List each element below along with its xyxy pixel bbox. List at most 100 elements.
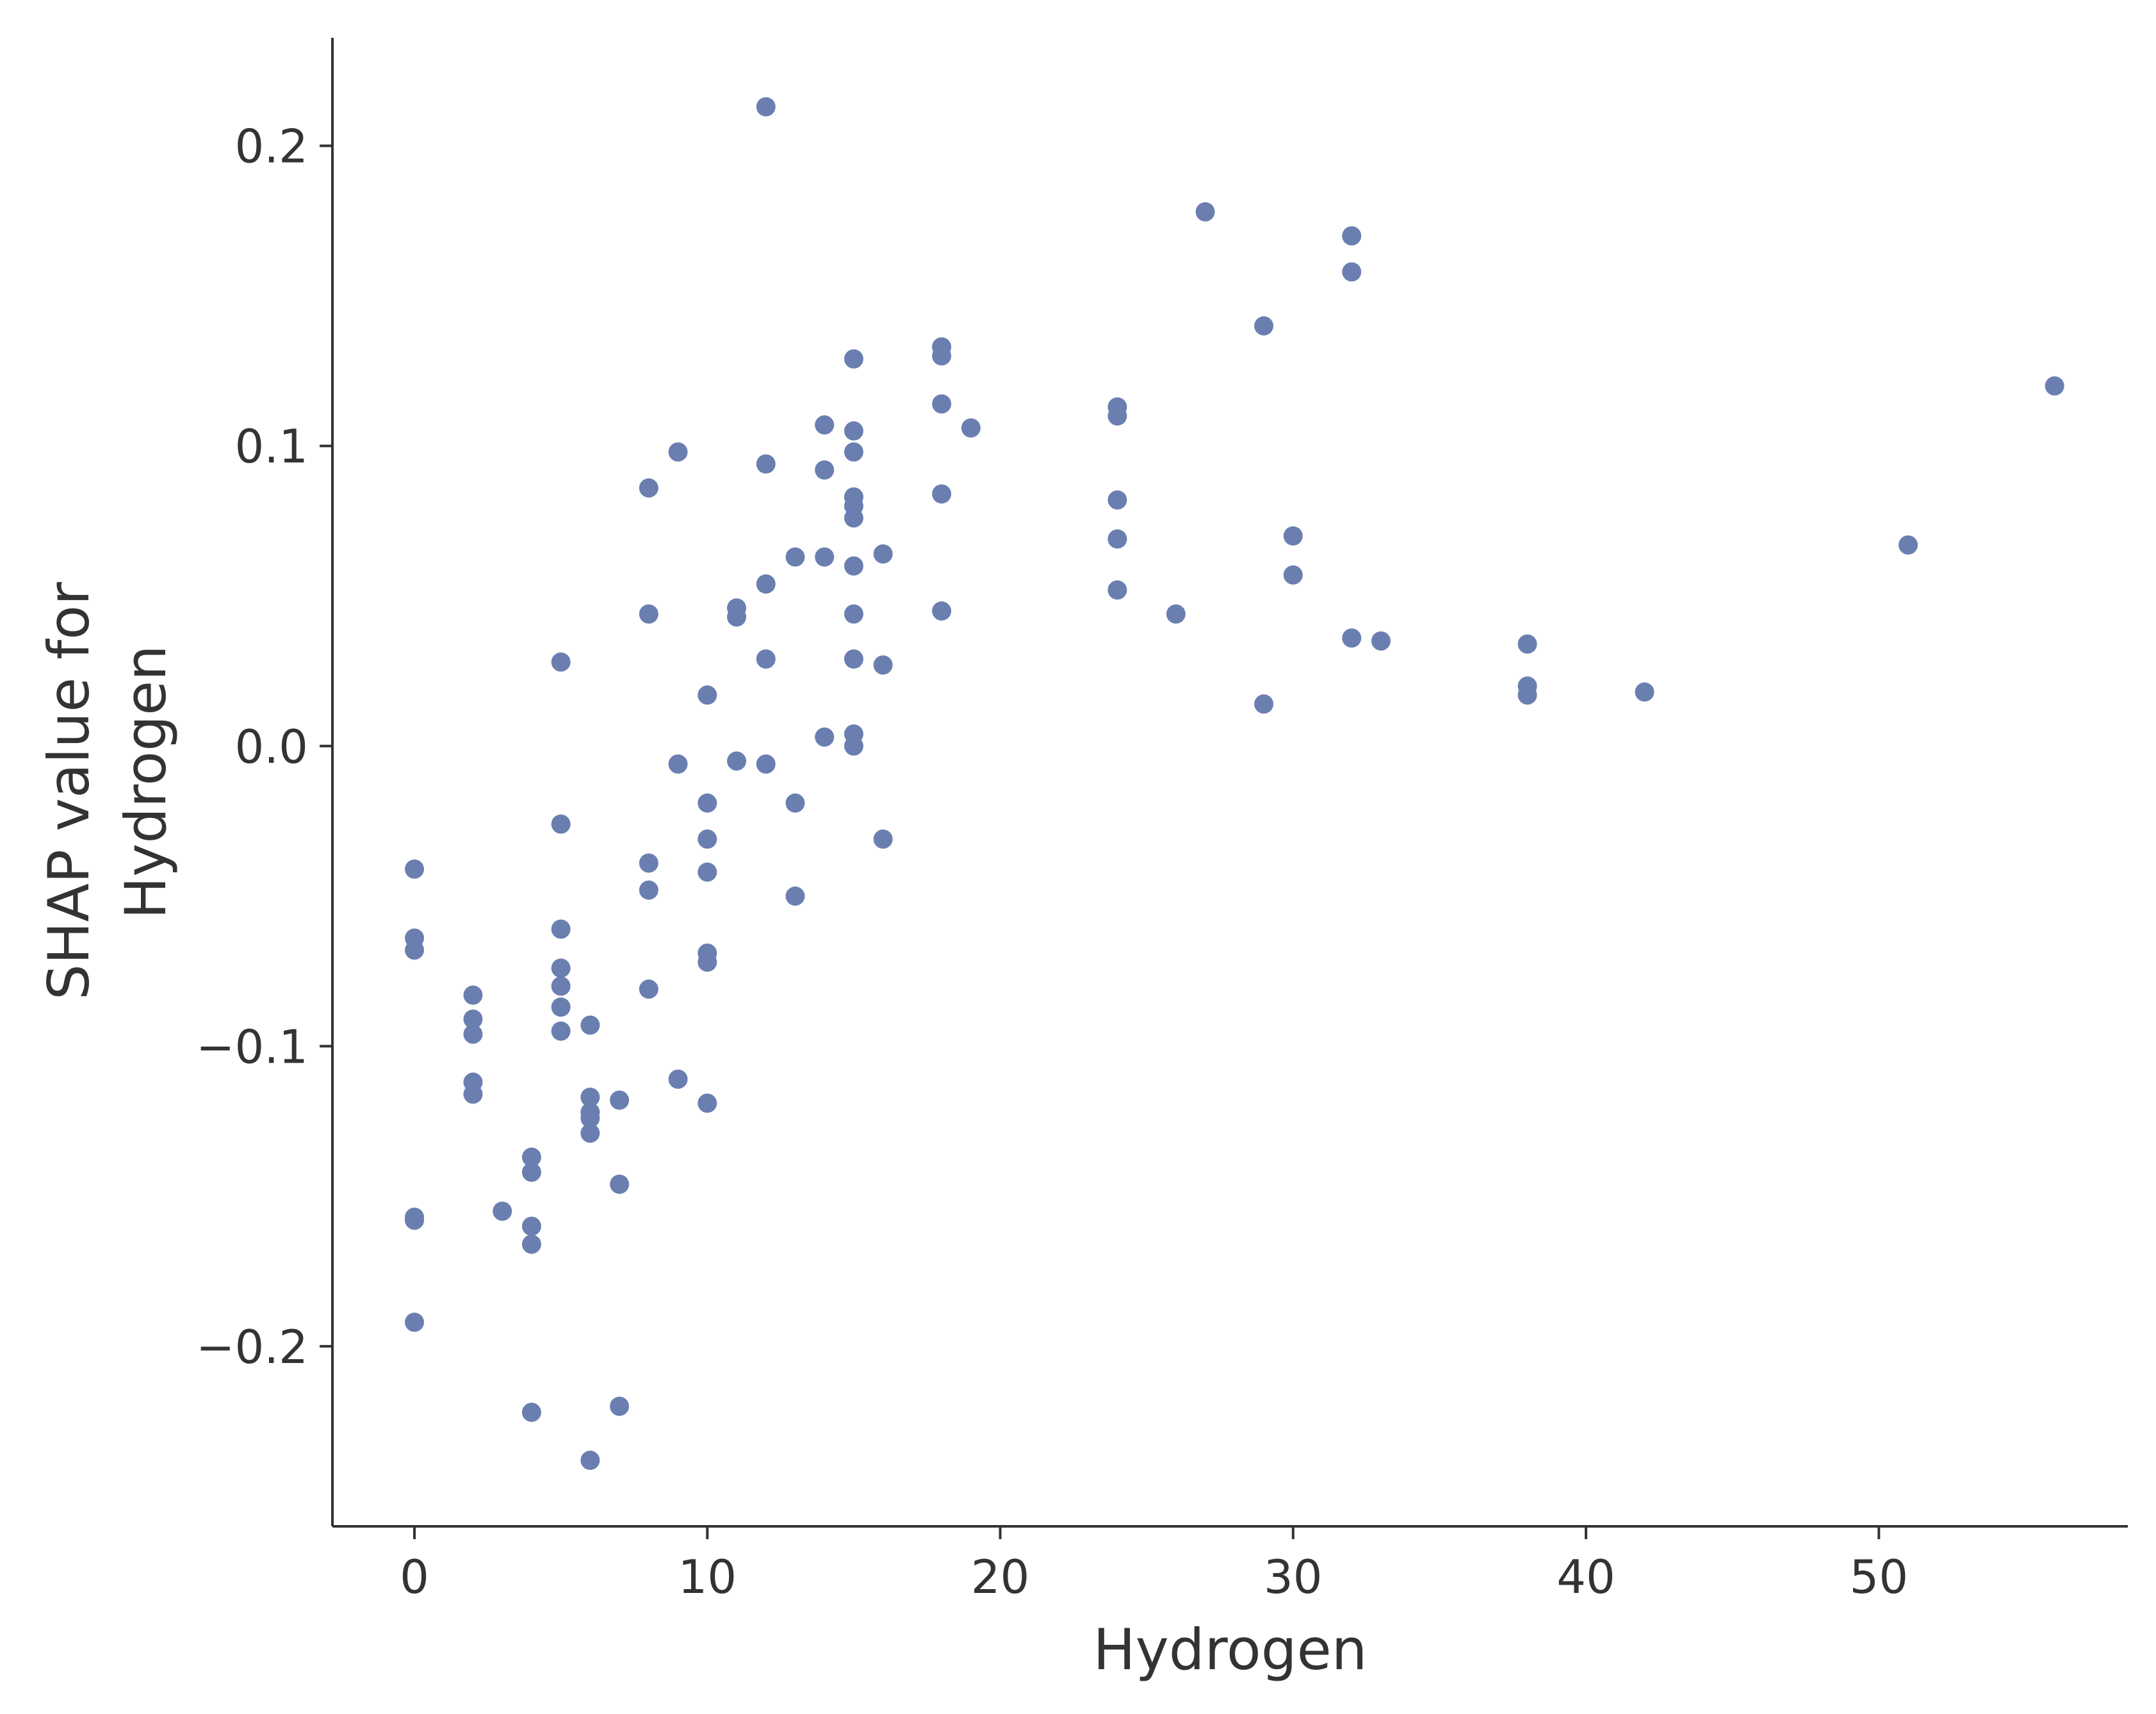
data-point: [844, 736, 863, 756]
data-point: [493, 1202, 512, 1221]
data-point: [844, 421, 863, 441]
data-point: [1899, 535, 1918, 555]
data-point: [844, 508, 863, 528]
data-point: [1166, 604, 1186, 624]
data-point: [551, 1021, 571, 1041]
data-point: [668, 1069, 688, 1089]
data-point: [932, 394, 952, 414]
data-point: [815, 727, 835, 747]
data-point: [610, 1090, 630, 1110]
x-axis-title: Hydrogen: [1093, 1617, 1368, 1683]
data-point: [844, 349, 863, 369]
data-point: [1342, 226, 1362, 246]
data-point: [639, 880, 658, 900]
data-point: [551, 976, 571, 996]
y-tick-label: 0.0: [234, 720, 308, 774]
data-point: [551, 997, 571, 1017]
data-point: [521, 1147, 541, 1167]
data-point: [639, 604, 658, 624]
data-point: [698, 862, 717, 882]
data-point: [580, 1123, 600, 1143]
y-tick-label: 0.2: [234, 120, 308, 174]
data-point: [1371, 631, 1391, 651]
data-point: [551, 652, 571, 672]
data-point: [1283, 565, 1303, 585]
x-tick-label: 10: [678, 1550, 737, 1604]
points-layer: [405, 97, 2064, 1470]
data-point: [580, 1015, 600, 1035]
data-point: [932, 346, 952, 366]
data-point: [785, 793, 805, 813]
data-point: [873, 544, 893, 564]
x-tick-label: 0: [400, 1550, 429, 1604]
data-point: [405, 1312, 425, 1332]
data-point: [815, 460, 835, 480]
data-point: [1107, 406, 1127, 426]
data-point: [463, 1084, 483, 1104]
y-tick-label: −0.2: [196, 1320, 308, 1374]
data-point: [463, 1024, 483, 1044]
data-point: [756, 574, 776, 594]
data-point: [698, 685, 717, 705]
y-tick-label: 0.1: [234, 420, 308, 473]
data-point: [727, 607, 747, 627]
data-point: [698, 952, 717, 972]
data-point: [1107, 490, 1127, 510]
data-point: [844, 604, 863, 624]
data-point: [521, 1216, 541, 1236]
data-point: [1517, 634, 1537, 654]
data-point: [1107, 580, 1127, 600]
x-tick-label: 40: [1556, 1550, 1615, 1604]
data-point: [668, 442, 688, 462]
data-point: [610, 1174, 630, 1194]
data-point: [580, 1108, 600, 1128]
data-point: [580, 1087, 600, 1107]
data-point: [405, 859, 425, 879]
data-point: [815, 547, 835, 567]
data-point: [785, 547, 805, 567]
data-point: [727, 751, 747, 771]
data-point: [961, 418, 981, 438]
data-point: [639, 979, 658, 999]
data-point: [698, 1093, 717, 1113]
data-point: [873, 655, 893, 675]
data-point: [844, 556, 863, 576]
data-point: [932, 601, 952, 621]
data-point: [756, 454, 776, 474]
data-point: [756, 754, 776, 774]
data-point: [521, 1234, 541, 1254]
x-tick-label: 30: [1264, 1550, 1323, 1604]
data-point: [1254, 316, 1274, 336]
y-axis-title: SHAP value for Hydrogen: [36, 564, 179, 1000]
data-point: [1342, 262, 1362, 282]
data-point: [1195, 202, 1215, 222]
data-point: [405, 1211, 425, 1230]
data-point: [521, 1402, 541, 1422]
data-point: [1254, 694, 1274, 714]
data-point: [1517, 685, 1537, 705]
data-point: [463, 985, 483, 1005]
y-axis-title-line-1: SHAP value for: [36, 582, 102, 1000]
data-point: [844, 649, 863, 669]
data-point: [1283, 526, 1303, 546]
data-point: [932, 484, 952, 504]
data-point: [844, 442, 863, 462]
data-point: [551, 958, 571, 978]
x-tick-label: 50: [1850, 1550, 1909, 1604]
data-point: [2045, 376, 2064, 396]
data-point: [551, 814, 571, 834]
data-point: [1107, 529, 1127, 549]
data-point: [785, 886, 805, 906]
data-point: [610, 1396, 630, 1416]
data-point: [580, 1450, 600, 1470]
data-point: [815, 415, 835, 435]
data-point: [521, 1163, 541, 1182]
x-axis-ticks: 0 10 20 30 40 50: [400, 1526, 1908, 1604]
data-point: [668, 754, 688, 774]
data-point: [405, 940, 425, 960]
data-point: [873, 829, 893, 849]
data-point: [1342, 628, 1362, 648]
data-point: [698, 829, 717, 849]
data-point: [639, 853, 658, 873]
